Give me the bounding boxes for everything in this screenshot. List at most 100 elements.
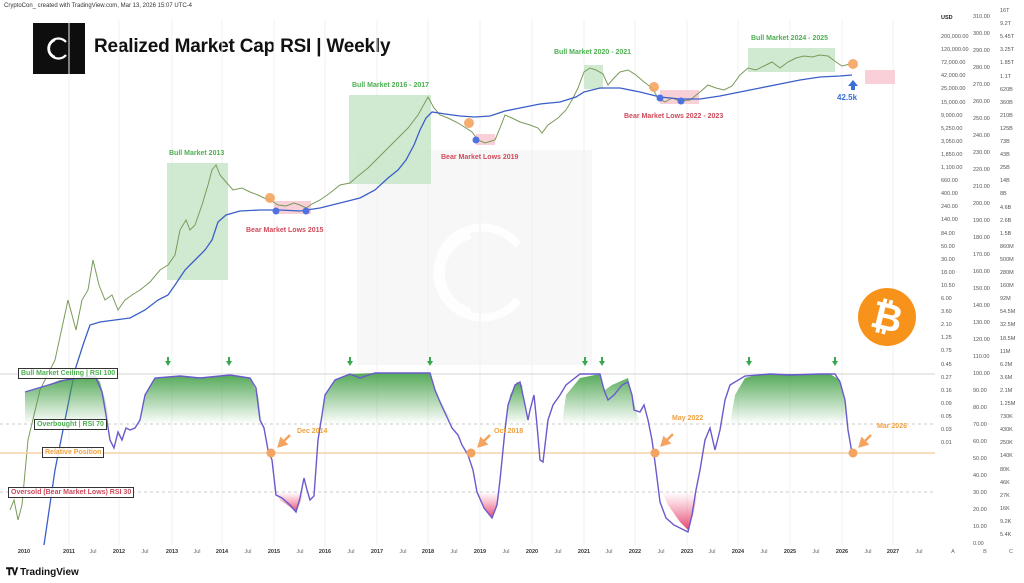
price-tick: 400.00 <box>941 191 958 198</box>
rsi-scale-tick: 230.00 <box>973 150 990 156</box>
x-tick: Jul <box>760 549 768 555</box>
rsi-scale-tick: 80.00 <box>973 405 987 411</box>
label-may-2022: May 2022 <box>672 415 704 422</box>
rsi-scale-tick: 240.00 <box>973 133 990 139</box>
x-tick: Jul <box>141 549 149 555</box>
cap-tick: 73B <box>1000 139 1010 145</box>
cap-tick: 54.5M <box>1000 309 1016 316</box>
x-tick: Jul <box>347 549 355 555</box>
rsi-scale-tick: 100.00 <box>973 371 990 377</box>
cap-tick: 280M <box>1000 270 1014 276</box>
scale-label: C <box>1009 549 1013 555</box>
price-tick: 0.01 <box>941 440 952 447</box>
x-tick: 2011 <box>63 549 75 555</box>
orange-pointer-arrows <box>277 433 872 448</box>
rsi-scale-tick: 160.00 <box>973 269 990 275</box>
price-tick: 1,100.00 <box>941 165 963 171</box>
price-tick: 2.10 <box>941 322 952 329</box>
rsi-scale-tick: 110.00 <box>973 354 990 360</box>
x-tick: Jul <box>450 549 458 555</box>
rsi-scale-tick: 220.00 <box>973 167 990 173</box>
label-bull-2024: Bull Market 2024 - 2025 <box>751 35 829 42</box>
cap-tick: 250K <box>1000 440 1013 447</box>
label-bull-2020: Bull Market 2020 - 2021 <box>554 49 632 56</box>
cap-tick: 1.5B <box>1000 230 1012 237</box>
x-tick: 2022 <box>628 549 642 555</box>
label-dec-2014: Dec 2014 <box>297 428 328 435</box>
cap-tick: 3.6M <box>1000 374 1013 381</box>
rsi-scale-tick: 250.00 <box>973 116 990 122</box>
cap-tick: 11M <box>1000 348 1011 355</box>
cap-tick: 32.5M <box>1000 322 1016 329</box>
cap-tick: 9.2K <box>1000 518 1012 525</box>
cap-tick: 46K <box>1000 479 1010 486</box>
rsi-scale-tick: 70.00 <box>973 422 987 428</box>
label-oct-2018: Oct 2018 <box>494 428 524 435</box>
x-tick: Jul <box>657 549 665 555</box>
x-tick: 2027 <box>886 549 900 555</box>
rsi-scale-tick: 30.00 <box>973 490 987 496</box>
cap-tick: 14B <box>1000 178 1010 185</box>
x-tick: 2015 <box>267 549 281 555</box>
level-label-oversold: Oversold (Bear Market Lows) RSI 30 <box>8 487 135 498</box>
x-tick: Jul <box>399 549 407 555</box>
watermark-logo-icon <box>433 223 522 322</box>
rsi-scale-tick: 270.00 <box>973 82 990 88</box>
label-bear-2022: Bear Market Lows 2022 - 2023 <box>624 113 724 120</box>
rsi-scale-tick: 0.00 <box>973 541 984 547</box>
rsi-scale-tick: 60.00 <box>973 439 987 445</box>
cap-tick: 500M <box>1000 256 1014 263</box>
cryptocon-logo <box>33 23 85 74</box>
x-tick: Jul <box>708 549 716 555</box>
x-tick: Jul <box>812 549 820 555</box>
price-tick: 5,250.00 <box>941 125 963 132</box>
tradingview-brand: 𝐓𝐕 TradingView <box>6 567 79 578</box>
rsi-scale-tick: 40.00 <box>973 473 987 479</box>
rsi-scale-tick: 300.00 <box>973 31 990 37</box>
watermark-panel <box>357 150 592 365</box>
rsi-scale-tick: 90.00 <box>973 388 987 394</box>
cap-tick: 360B <box>1000 99 1013 106</box>
cap-tick: 25B <box>1000 165 1010 172</box>
cap-tick: 210B <box>1000 112 1013 119</box>
rsi-scale-tick: 190.00 <box>973 218 990 224</box>
price-tick: 1.25 <box>941 335 952 342</box>
rsi-overbought-fill <box>25 373 848 424</box>
cap-tick: 620B <box>1000 86 1013 93</box>
rsi-crossing-markers <box>266 448 858 458</box>
x-tick: 2024 <box>731 549 745 555</box>
rsi-scale-tick: 130.00 <box>973 320 990 326</box>
cap-tick: 16K <box>1000 505 1010 512</box>
price-tick: 25,000.00 <box>941 86 966 93</box>
cap-tick: 125B <box>1000 125 1013 132</box>
price-tick: 0.03 <box>941 427 952 433</box>
rsi-scale-tick: 200.00 <box>973 201 990 207</box>
x-tick: 2026 <box>835 549 849 555</box>
price-tick: 0.75 <box>941 348 952 355</box>
bull-zone-2020 <box>584 65 603 89</box>
price-tick: 84.00 <box>941 230 955 237</box>
x-tick: Jul <box>296 549 304 555</box>
cap-tick: 16T <box>1000 8 1010 14</box>
cap-tick: 27K <box>1000 492 1010 499</box>
cap-tick: 5.45T <box>1000 34 1015 41</box>
cap-tick: 2.1M <box>1000 387 1013 394</box>
rsi-scale-tick: 310.00 <box>973 14 990 20</box>
price-tick: 3.60 <box>941 309 952 316</box>
label-bear-2015: Bear Market Lows 2015 <box>246 227 324 234</box>
x-tick: 2023 <box>680 549 694 555</box>
x-tick: 2010 <box>17 549 31 555</box>
rsi-scale-tick: 180.00 <box>973 235 990 241</box>
level-label-overbought: Overbought | RSI 70 <box>34 419 107 430</box>
x-tick: 2021 <box>577 549 591 555</box>
price-tick: 9,000.00 <box>941 112 963 119</box>
price-tick: 660.00 <box>941 178 958 185</box>
arrow-up-icon <box>848 80 858 90</box>
x-tick: 2019 <box>473 549 487 555</box>
price-tick: 30.00 <box>941 256 955 263</box>
rsi-scale-tick: 20.00 <box>973 507 987 513</box>
price-tick: 6.00 <box>941 296 952 302</box>
realized-price-line <box>43 74 853 546</box>
btc-price-line <box>9 54 851 521</box>
